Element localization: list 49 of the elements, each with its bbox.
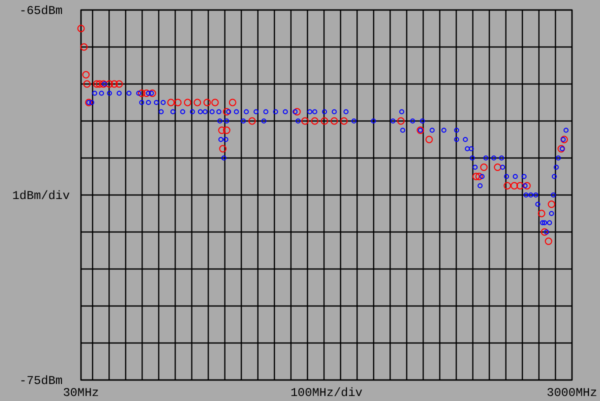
x-axis-title: 100MHz/div [290, 386, 363, 400]
point [184, 98, 192, 106]
x-tick-label: 3000MHz [546, 386, 598, 400]
point [228, 98, 236, 106]
point [96, 80, 104, 88]
point [77, 24, 85, 32]
point [174, 98, 182, 106]
point [110, 80, 118, 88]
point [222, 108, 230, 116]
y-tick-label: -65dBm [19, 4, 63, 18]
point [148, 90, 156, 97]
point [504, 182, 512, 190]
point [544, 238, 552, 245]
point [218, 126, 226, 134]
point [93, 80, 100, 88]
point [425, 136, 433, 144]
point [516, 182, 524, 190]
point [475, 172, 483, 180]
point [138, 90, 146, 97]
point [194, 98, 202, 106]
point [203, 98, 211, 106]
point [167, 98, 175, 106]
point [311, 117, 318, 125]
point [320, 117, 328, 125]
point [301, 117, 309, 125]
point [472, 172, 480, 180]
point [523, 182, 531, 190]
point [248, 117, 256, 125]
point [293, 108, 301, 116]
point [83, 80, 91, 88]
x-tick-label: 30MHz [62, 386, 100, 400]
point [494, 164, 502, 171]
y-tick-label: -75dBm [19, 374, 63, 388]
point [510, 182, 518, 190]
point [397, 117, 405, 125]
point [80, 43, 88, 51]
point [115, 80, 123, 88]
point [548, 200, 556, 208]
point [538, 210, 546, 218]
point [219, 145, 227, 152]
point [222, 126, 230, 134]
point [106, 80, 114, 88]
point [330, 117, 338, 125]
point [480, 164, 488, 171]
point [211, 98, 219, 106]
y-axis-title: 1dBm/div [12, 189, 70, 204]
point [340, 117, 348, 125]
point [540, 228, 548, 236]
point [82, 71, 90, 78]
